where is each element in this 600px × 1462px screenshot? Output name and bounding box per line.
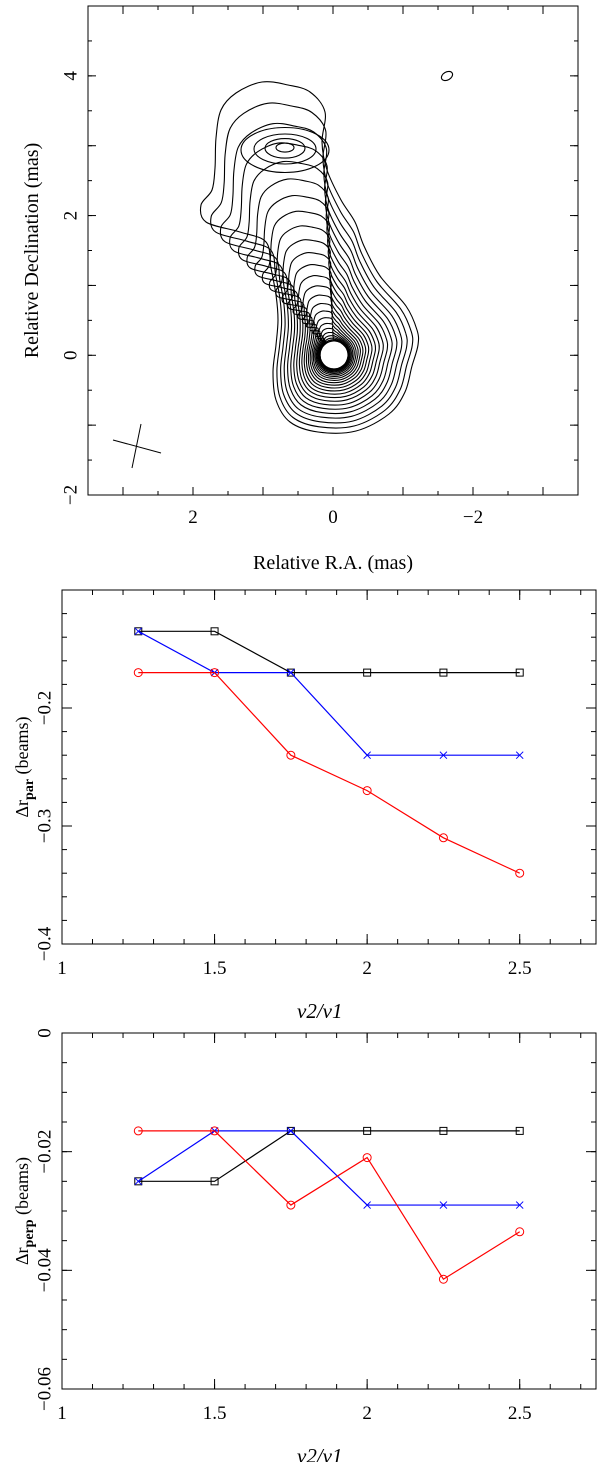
series-red-marker (210, 668, 220, 678)
isolated-component (440, 70, 454, 82)
x-tick-label: 1.5 (203, 1403, 227, 1424)
series-black-marker (210, 1177, 219, 1186)
series-black-marker (439, 668, 448, 677)
contour-line (246, 178, 393, 410)
x-tick-label: 2.5 (508, 958, 532, 979)
contour-line (268, 225, 380, 399)
series-red-marker (286, 1200, 296, 1210)
y-tick-label: −2 (60, 485, 81, 505)
contour-line (210, 102, 414, 429)
series-blue-marker (363, 751, 371, 760)
secondary-peak-contour (253, 133, 317, 165)
contour-line (199, 81, 420, 434)
x-tick-label: 1.5 (203, 958, 227, 979)
beam-minor-axis (131, 423, 142, 469)
series-blue-marker (134, 1177, 143, 1186)
series-black-marker (439, 1126, 448, 1135)
y-tick-label: −0.2 (34, 691, 55, 725)
x-tick-label: 1 (57, 958, 67, 979)
x-tick-label: 2 (362, 1403, 372, 1424)
series-red-marker (133, 668, 143, 678)
x-axis-label-text: ν2/ν1 (297, 1444, 342, 1462)
series-blue-marker (134, 627, 143, 636)
x-tick-label: 0 (328, 507, 338, 528)
x-axis-label-text: ν2/ν1 (297, 999, 342, 1023)
series-blue-marker (515, 751, 524, 760)
series-blue-marker (515, 1201, 524, 1209)
x-tick-label: 2 (362, 958, 372, 979)
x-axis-label: ν2/ν1 (297, 1444, 342, 1462)
series-black-marker (515, 668, 524, 677)
series-red-marker (438, 833, 448, 843)
y-tick-label: 2 (60, 211, 81, 221)
contour-line (275, 239, 377, 395)
x-axis-label: Relative R.A. (mas) (253, 552, 413, 574)
secondary-peak-contour (240, 126, 330, 174)
series-red-line (138, 671, 520, 874)
y-tick-label: 4 (60, 71, 81, 81)
y-tick-label: −0.3 (34, 809, 55, 843)
y-axis-label-sub: par (22, 779, 37, 800)
series-black-line (138, 1130, 520, 1182)
series-blue-marker (439, 751, 448, 760)
x-tick-label: 1 (57, 1403, 67, 1424)
series-blue-marker (287, 1127, 295, 1135)
series-red-marker (286, 750, 296, 760)
contour-line (237, 160, 398, 415)
y-tick-label: 0 (60, 351, 81, 361)
series-red-line (138, 1130, 521, 1281)
panel-1-frame (61, 589, 597, 945)
x-tick-label: 2 (188, 507, 198, 528)
y-tick-label: −0.02 (34, 1130, 55, 1174)
series-blue-line (137, 1130, 520, 1206)
series-black-line (138, 630, 520, 674)
series-blue-marker (363, 1201, 371, 1209)
panel-2-frame (61, 1032, 597, 1390)
contour-line (305, 302, 359, 379)
contour-line (312, 317, 355, 376)
x-axis-label: ν2/ν1 (297, 999, 342, 1023)
y-tick-label: −0.4 (34, 926, 55, 961)
y-axis-label-main: Δr (12, 800, 32, 818)
contour-line (261, 210, 384, 402)
contour-line (287, 263, 370, 389)
beam-major-axis (112, 439, 162, 454)
series-blue-line (138, 630, 520, 756)
series-red-marker (515, 868, 525, 878)
y-axis-label-main: Δr (12, 1247, 32, 1265)
y-axis-label: Δrpar (beams) (12, 716, 37, 817)
y-axis-label-units: (beams) (12, 1157, 33, 1219)
series-black-marker (134, 1177, 143, 1186)
y-tick-label: −0.04 (34, 1248, 55, 1292)
series-red-marker (362, 1153, 372, 1163)
series-blue-marker (287, 668, 295, 677)
series-black-marker (515, 1126, 524, 1135)
series-black-marker (363, 668, 372, 677)
secondary-peak-contour (264, 138, 306, 159)
contour-plot-frame (87, 5, 579, 496)
series-black-marker (210, 627, 219, 636)
y-tick-label: −0.06 (34, 1367, 55, 1411)
y-axis-label-sub: perp (22, 1219, 37, 1247)
series-red-marker (362, 786, 372, 796)
secondary-peak-contour (275, 142, 295, 153)
series-black-marker (134, 627, 143, 636)
series-red-marker (133, 1126, 143, 1136)
series-red-marker (515, 1227, 525, 1237)
series-blue-marker (439, 1201, 448, 1209)
contour-line (229, 142, 403, 419)
y-tick-label: 0 (34, 1028, 55, 1038)
series-red-marker (210, 1126, 220, 1136)
series-red-marker (438, 1274, 448, 1284)
y-axis-label: Δrperp (beams) (12, 1157, 37, 1265)
x-tick-label: 2.5 (508, 1403, 532, 1424)
x-tick-label: −2 (463, 507, 483, 528)
y-axis-label: Relative Declination (mas) (21, 143, 43, 358)
y-axis-label-units: (beams) (12, 716, 33, 778)
series-black-marker (363, 1126, 372, 1135)
contour-line (254, 194, 389, 406)
